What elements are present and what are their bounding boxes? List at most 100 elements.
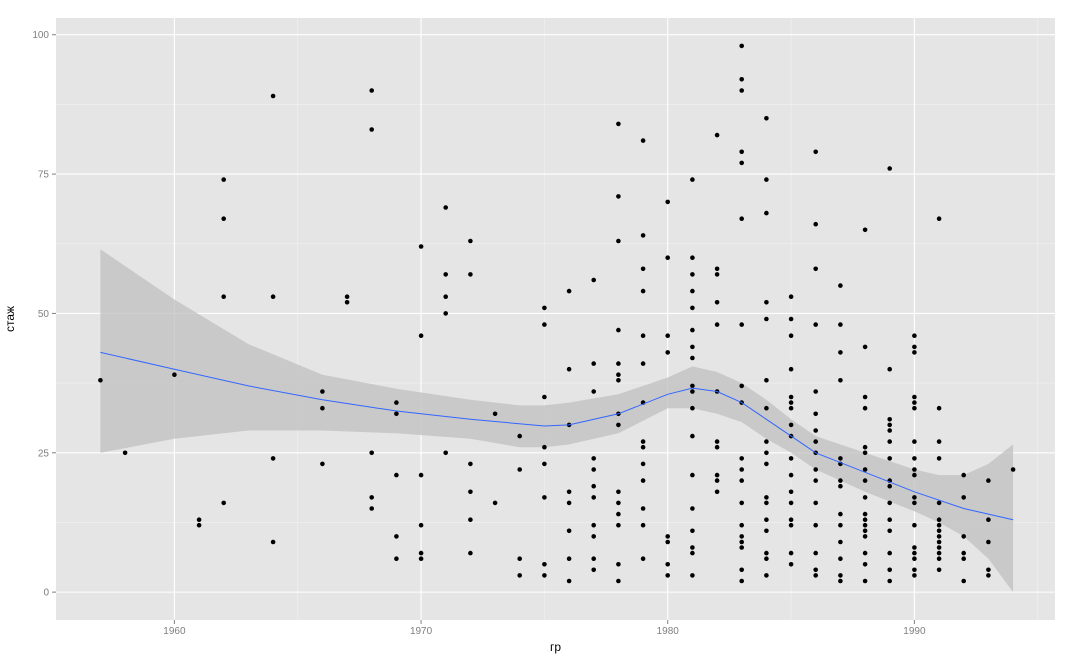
data-point [443, 311, 449, 316]
data-point [788, 333, 794, 339]
data-point [591, 483, 596, 489]
data-point [714, 322, 720, 327]
data-point [640, 439, 646, 444]
data-point [517, 433, 522, 439]
data-point [690, 272, 695, 277]
data-point [665, 573, 670, 578]
data-point [887, 578, 892, 584]
data-point [270, 93, 276, 99]
data-point [887, 417, 892, 422]
data-point [764, 550, 769, 556]
data-point [764, 210, 769, 216]
data-point [468, 461, 473, 467]
data-point [418, 522, 424, 528]
data-point [344, 300, 350, 305]
data-point [616, 522, 621, 528]
data-point [418, 333, 424, 339]
data-point [640, 522, 646, 528]
data-point [665, 534, 670, 539]
data-point [690, 528, 695, 534]
data-point [591, 456, 596, 461]
data-point [320, 405, 325, 411]
data-point [986, 567, 991, 573]
data-point [788, 405, 794, 411]
data-point [492, 411, 498, 417]
data-point [912, 400, 917, 405]
data-point [196, 522, 202, 528]
data-point [270, 456, 276, 461]
data-point [616, 327, 621, 333]
data-point [98, 378, 103, 383]
data-point [764, 528, 769, 534]
data-point [838, 539, 843, 545]
data-point [788, 517, 794, 522]
data-point [936, 405, 942, 411]
data-point [172, 372, 177, 378]
data-point [690, 472, 695, 478]
data-point [764, 495, 769, 500]
data-point [739, 478, 744, 483]
y-axis: 0 25 50 75 100 [32, 30, 56, 599]
data-point [418, 556, 424, 561]
data-point [788, 550, 794, 556]
data-point [764, 378, 769, 383]
data-point [418, 244, 424, 249]
data-point [887, 422, 892, 428]
data-point [122, 450, 128, 456]
data-point [517, 467, 522, 472]
data-point [813, 266, 818, 272]
x-tick-label: 1970 [410, 626, 433, 637]
data-point [690, 506, 695, 511]
smooth-trend-line [100, 351, 1014, 521]
data-point [739, 500, 744, 506]
data-point [517, 556, 522, 561]
data-point [468, 272, 473, 277]
x-axis-title: гр [550, 640, 561, 654]
data-point [394, 400, 399, 405]
y-tick-label: 100 [32, 30, 49, 41]
data-point [542, 394, 547, 400]
data-point [690, 177, 695, 182]
data-point [221, 500, 226, 506]
data-point [369, 127, 375, 132]
x-tick-label: 1960 [163, 626, 186, 637]
data-point [813, 467, 818, 472]
data-point [739, 467, 744, 472]
data-point [838, 322, 843, 327]
data-point [443, 205, 449, 210]
data-point [665, 539, 670, 545]
data-point [739, 456, 744, 461]
data-point [517, 573, 522, 578]
data-point [690, 545, 695, 550]
data-point [986, 517, 991, 522]
data-point [542, 562, 547, 567]
data-point [196, 517, 202, 522]
data-point [591, 534, 596, 539]
data-point [862, 550, 868, 556]
data-point [813, 500, 818, 506]
data-point [690, 573, 695, 578]
data-point [764, 450, 769, 456]
data-point [714, 472, 720, 478]
data-point [690, 255, 695, 260]
data-point [542, 495, 547, 500]
data-point [887, 439, 892, 444]
data-point [887, 517, 892, 522]
data-point [788, 522, 794, 528]
data-point [714, 439, 720, 444]
data-point [542, 461, 547, 467]
data-point [443, 294, 449, 300]
data-point [936, 545, 942, 550]
data-point [764, 405, 769, 411]
data-point [591, 567, 596, 573]
data-point [862, 344, 868, 350]
data-point [542, 444, 547, 450]
data-point [394, 534, 399, 539]
data-point [961, 534, 966, 539]
data-point [764, 500, 769, 506]
data-point [813, 411, 818, 417]
data-point [468, 517, 473, 522]
data-point [739, 216, 744, 221]
data-point [369, 495, 375, 500]
data-point [788, 562, 794, 567]
